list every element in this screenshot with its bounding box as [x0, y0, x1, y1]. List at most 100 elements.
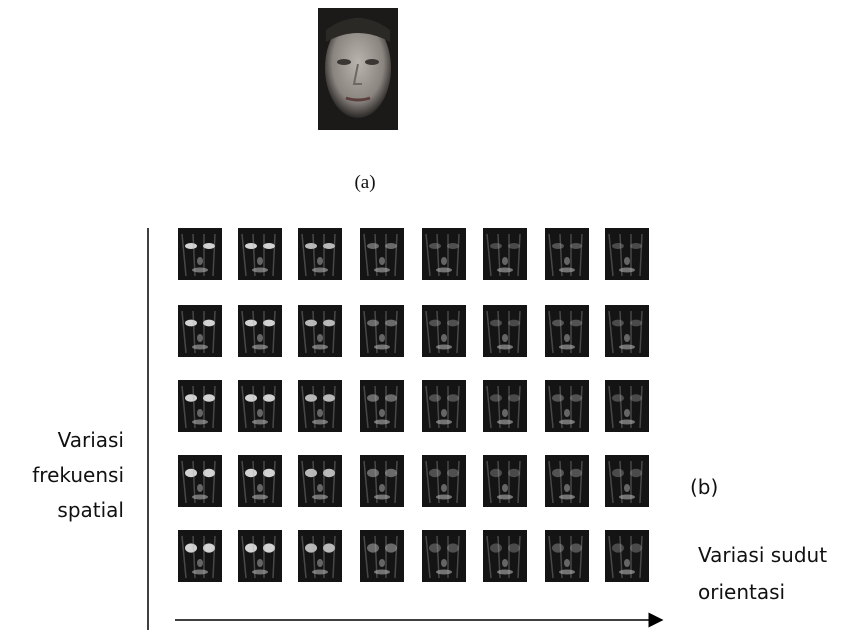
eye-highlight — [185, 469, 197, 477]
nose-highlight — [257, 334, 263, 342]
eye-highlight — [263, 469, 275, 477]
horizontal-label-line: Variasi sudut — [698, 543, 827, 567]
eye-highlight — [305, 243, 317, 249]
filtered-face — [178, 228, 222, 280]
eye-highlight — [305, 469, 317, 477]
filtered-face — [422, 455, 466, 507]
label-b: (b) — [690, 475, 718, 499]
filtered-face — [360, 380, 404, 432]
filtered-face — [298, 455, 342, 507]
eye-highlight — [305, 543, 317, 552]
filtered-face — [545, 455, 589, 507]
nose-highlight — [564, 484, 570, 492]
nose-highlight — [317, 409, 323, 417]
eye-highlight — [323, 394, 335, 402]
filtered-face — [360, 455, 404, 507]
filtered-face — [238, 380, 282, 432]
nose-highlight — [379, 257, 385, 265]
eye-highlight — [323, 469, 335, 477]
eye-highlight — [185, 394, 197, 402]
eye-highlight — [429, 394, 441, 402]
eye-highlight — [245, 320, 257, 327]
eye-highlight — [185, 543, 197, 552]
eye-highlight — [203, 243, 215, 249]
eye-highlight — [447, 320, 459, 327]
filtered-face — [238, 455, 282, 507]
eye-highlight — [367, 243, 379, 249]
eye-highlight — [429, 543, 441, 552]
filtered-face — [422, 305, 466, 357]
eye-highlight — [508, 320, 520, 327]
filtered-face — [483, 228, 527, 280]
eye-highlight — [612, 243, 624, 249]
nose-highlight — [564, 334, 570, 342]
nose-highlight — [624, 409, 630, 417]
filtered-face — [422, 530, 466, 582]
eye-highlight — [612, 320, 624, 327]
nose-highlight — [379, 409, 385, 417]
eye-highlight — [263, 543, 275, 552]
eye-highlight — [203, 543, 215, 552]
nose-highlight — [624, 559, 630, 567]
figure: (a) Variasi frekuensi spatial (b) Varias… — [0, 0, 860, 630]
eye-highlight — [508, 243, 520, 249]
eye-highlight — [447, 543, 459, 552]
eye-highlight — [508, 394, 520, 402]
filtered-face — [238, 305, 282, 357]
eye-highlight — [570, 543, 582, 552]
nose-highlight — [441, 409, 447, 417]
filtered-face — [298, 530, 342, 582]
nose-highlight — [502, 484, 508, 492]
eye-highlight — [612, 543, 624, 552]
nose-highlight — [624, 484, 630, 492]
eye-highlight — [630, 320, 642, 327]
filtered-face — [605, 455, 649, 507]
filtered-face — [178, 305, 222, 357]
filtered-face — [298, 380, 342, 432]
filtered-face — [605, 228, 649, 280]
nose-highlight — [441, 334, 447, 342]
nose-highlight — [379, 334, 385, 342]
nose-highlight — [197, 409, 203, 417]
nose-highlight — [502, 559, 508, 567]
eye-highlight — [429, 469, 441, 477]
nose-highlight — [441, 257, 447, 265]
eye-highlight — [245, 469, 257, 477]
eye-highlight — [570, 394, 582, 402]
eye-highlight — [490, 243, 502, 249]
eye-highlight — [570, 243, 582, 249]
eye-highlight — [323, 320, 335, 327]
eye-highlight — [385, 394, 397, 402]
eye-highlight — [447, 394, 459, 402]
eye-highlight — [552, 394, 564, 402]
eye-highlight — [263, 394, 275, 402]
eye-highlight — [203, 320, 215, 327]
eye-highlight — [630, 243, 642, 249]
nose-highlight — [257, 559, 263, 567]
eye-highlight — [630, 469, 642, 477]
eye-highlight — [447, 469, 459, 477]
eye-highlight — [447, 243, 459, 249]
nose-highlight — [197, 484, 203, 492]
filtered-face — [483, 455, 527, 507]
nose-highlight — [317, 257, 323, 265]
filtered-face — [605, 305, 649, 357]
eye-highlight — [552, 320, 564, 327]
eye-highlight — [508, 543, 520, 552]
vertical-label-line: frekuensi — [32, 463, 124, 487]
eye-highlight — [490, 394, 502, 402]
eye-highlight — [552, 543, 564, 552]
horizontal-label-line: orientasi — [698, 580, 785, 604]
nose-highlight — [441, 559, 447, 567]
nose-highlight — [564, 559, 570, 567]
eye-highlight — [570, 469, 582, 477]
nose-highlight — [564, 257, 570, 265]
eye-highlight — [385, 543, 397, 552]
filtered-face — [605, 380, 649, 432]
nose-highlight — [379, 559, 385, 567]
eye-highlight — [490, 469, 502, 477]
eye-highlight — [367, 394, 379, 402]
filtered-face — [422, 380, 466, 432]
nose-highlight — [564, 409, 570, 417]
nose-highlight — [317, 334, 323, 342]
